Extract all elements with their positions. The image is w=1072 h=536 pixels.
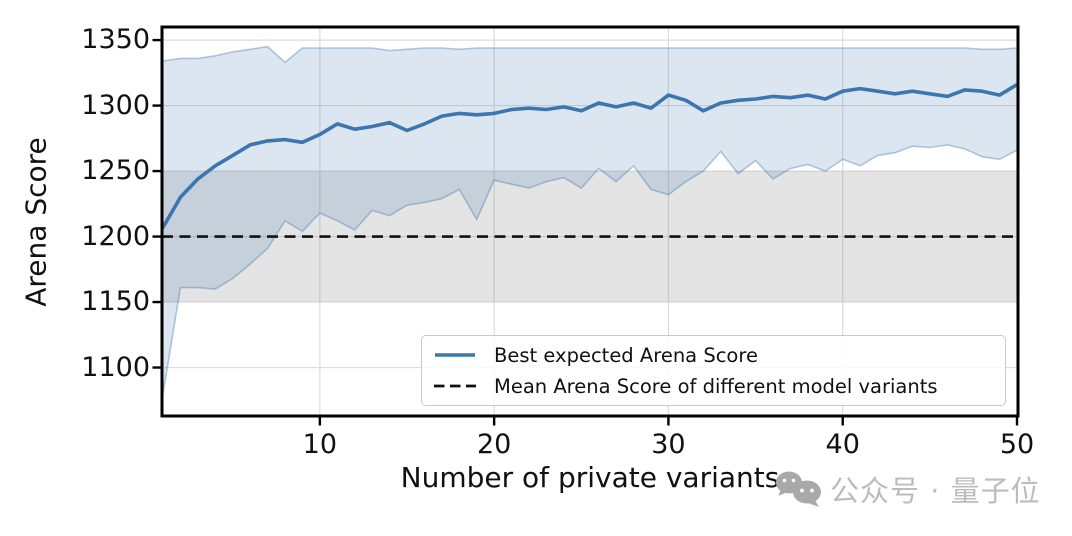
y-tick-label: 1350 bbox=[81, 24, 150, 56]
solid-line-sample-icon bbox=[435, 353, 475, 357]
wechat-icon bbox=[776, 471, 821, 507]
legend-item-best-expected: Best expected Arena Score bbox=[432, 342, 1005, 368]
confidence-band bbox=[163, 46, 1017, 394]
y-tick-label: 1100 bbox=[81, 351, 150, 383]
best-expected-line bbox=[161, 82, 1019, 230]
x-tick-label: 10 bbox=[302, 429, 338, 460]
legend-label: Best expected Arena Score bbox=[494, 343, 758, 367]
confidence-band-upper-edge bbox=[162, 45, 1018, 64]
watermark: 公众号 · 量子位 bbox=[775, 468, 1041, 510]
x-tick-label: 20 bbox=[476, 429, 512, 460]
legend-label: Mean Arena Score of different model vari… bbox=[494, 374, 938, 398]
legend-item-mean-score: Mean Arena Score of different model vari… bbox=[432, 373, 1005, 399]
y-tick-label: 1150 bbox=[81, 286, 150, 318]
x-tick-label: 40 bbox=[825, 429, 860, 460]
legend: Best expected Arena Score Mean Arena Sco… bbox=[421, 335, 1006, 406]
x-tick-label: 30 bbox=[651, 429, 686, 460]
y-tick-label: 1250 bbox=[81, 155, 150, 187]
plot-area bbox=[152, 25, 1020, 426]
confidence-band-lower-edge bbox=[162, 144, 1018, 394]
y-tick-label: 1300 bbox=[81, 89, 150, 121]
y-tick-label: 1200 bbox=[81, 220, 150, 252]
y-axis-label: Arena Score bbox=[19, 137, 53, 307]
watermark-text: 公众号 · 量子位 bbox=[830, 474, 1041, 508]
dashed-line-sample-icon bbox=[434, 384, 476, 388]
x-tick-label: 50 bbox=[999, 429, 1035, 460]
axes-spines bbox=[160, 25, 1020, 418]
x-axis-label: Number of private variants bbox=[400, 461, 780, 494]
